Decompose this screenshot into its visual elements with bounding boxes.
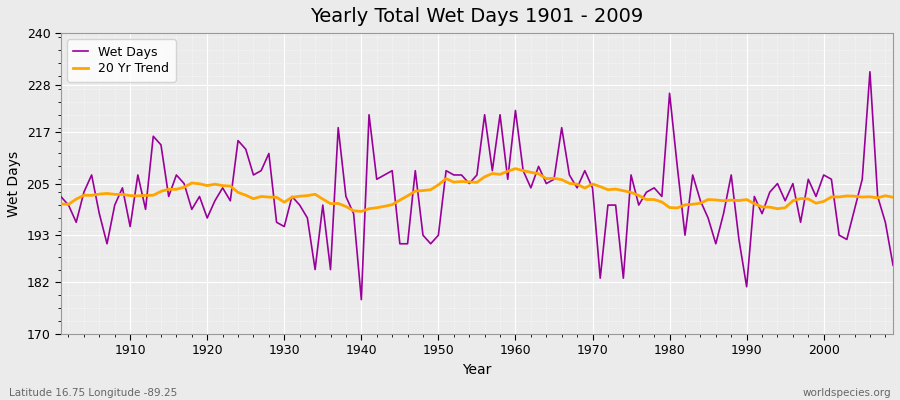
Legend: Wet Days, 20 Yr Trend: Wet Days, 20 Yr Trend: [67, 39, 176, 82]
Text: Latitude 16.75 Longitude -89.25: Latitude 16.75 Longitude -89.25: [9, 388, 177, 398]
Wet Days: [887, 263, 898, 268]
Wet Days: [333, 125, 344, 130]
20 Yr Trend: [618, 188, 629, 193]
Wet Days: [356, 297, 366, 302]
Wet Days: [286, 194, 297, 199]
20 Yr Trend: [286, 195, 297, 200]
Wet Days: [510, 108, 521, 113]
Title: Yearly Total Wet Days 1901 - 2009: Yearly Total Wet Days 1901 - 2009: [310, 7, 644, 26]
Line: 20 Yr Trend: 20 Yr Trend: [61, 169, 893, 212]
Wet Days: [117, 186, 128, 190]
20 Yr Trend: [887, 195, 898, 200]
Wet Days: [865, 69, 876, 74]
Wet Days: [518, 168, 528, 173]
20 Yr Trend: [333, 201, 344, 206]
Wet Days: [56, 194, 67, 199]
20 Yr Trend: [510, 166, 521, 171]
Line: Wet Days: Wet Days: [61, 72, 893, 300]
X-axis label: Year: Year: [463, 363, 491, 377]
Text: worldspecies.org: worldspecies.org: [803, 388, 891, 398]
20 Yr Trend: [518, 168, 528, 173]
Wet Days: [610, 203, 621, 208]
20 Yr Trend: [526, 170, 536, 175]
20 Yr Trend: [356, 209, 366, 214]
20 Yr Trend: [117, 192, 128, 197]
Y-axis label: Wet Days: Wet Days: [7, 150, 21, 217]
20 Yr Trend: [56, 202, 67, 206]
